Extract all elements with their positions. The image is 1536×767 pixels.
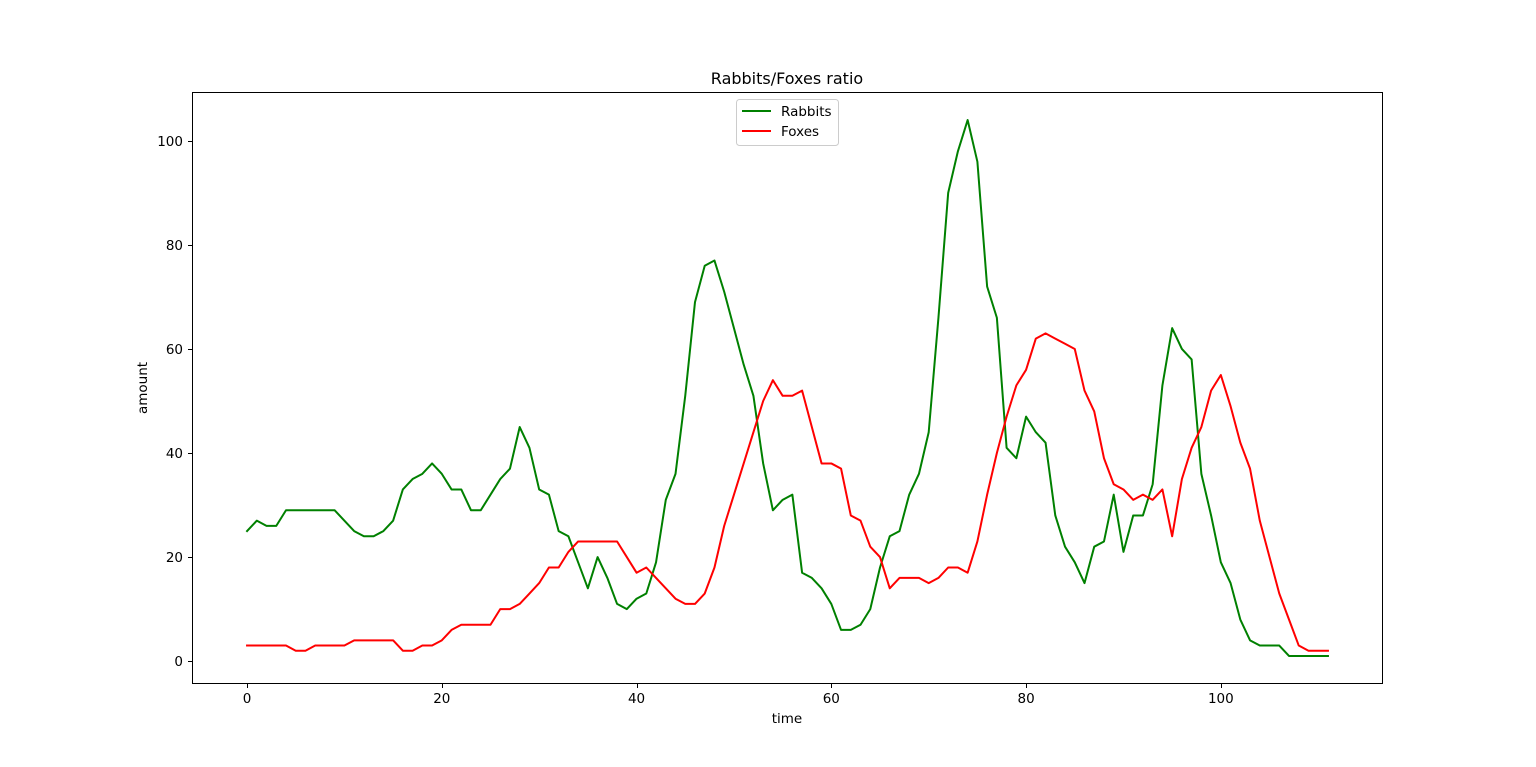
legend: Rabbits Foxes	[736, 99, 839, 146]
x-tick-label: 40	[628, 691, 645, 707]
x-tick-label: 0	[243, 691, 252, 707]
series-line-rabbits	[245, 119, 1329, 657]
y-tick-label: 60	[166, 342, 183, 358]
y-tick-label: 40	[166, 446, 183, 462]
legend-foxes-label: Foxes	[781, 124, 819, 140]
x-tick-label: 20	[433, 691, 450, 707]
x-axis-label: time	[772, 711, 803, 727]
chart-title: Rabbits/Foxes ratio	[711, 69, 863, 88]
y-axis: 0 20 40 60 80 100	[157, 134, 193, 670]
plot-frame	[192, 92, 1383, 684]
plot-layer	[245, 119, 1329, 657]
y-tick-label: 20	[166, 550, 183, 566]
x-tick-label: 100	[1208, 691, 1234, 707]
y-tick-label: 100	[157, 134, 183, 150]
legend-rabbits-label: Rabbits	[781, 104, 832, 120]
x-axis: 0 20 40 60 80 100	[243, 683, 1234, 707]
y-tick-label: 0	[174, 654, 183, 670]
y-tick-label: 80	[166, 238, 183, 254]
y-axis-label: amount	[135, 362, 151, 414]
x-tick-label: 60	[823, 691, 840, 707]
series-line-foxes	[246, 332, 1329, 652]
x-tick-label: 80	[1017, 691, 1034, 707]
